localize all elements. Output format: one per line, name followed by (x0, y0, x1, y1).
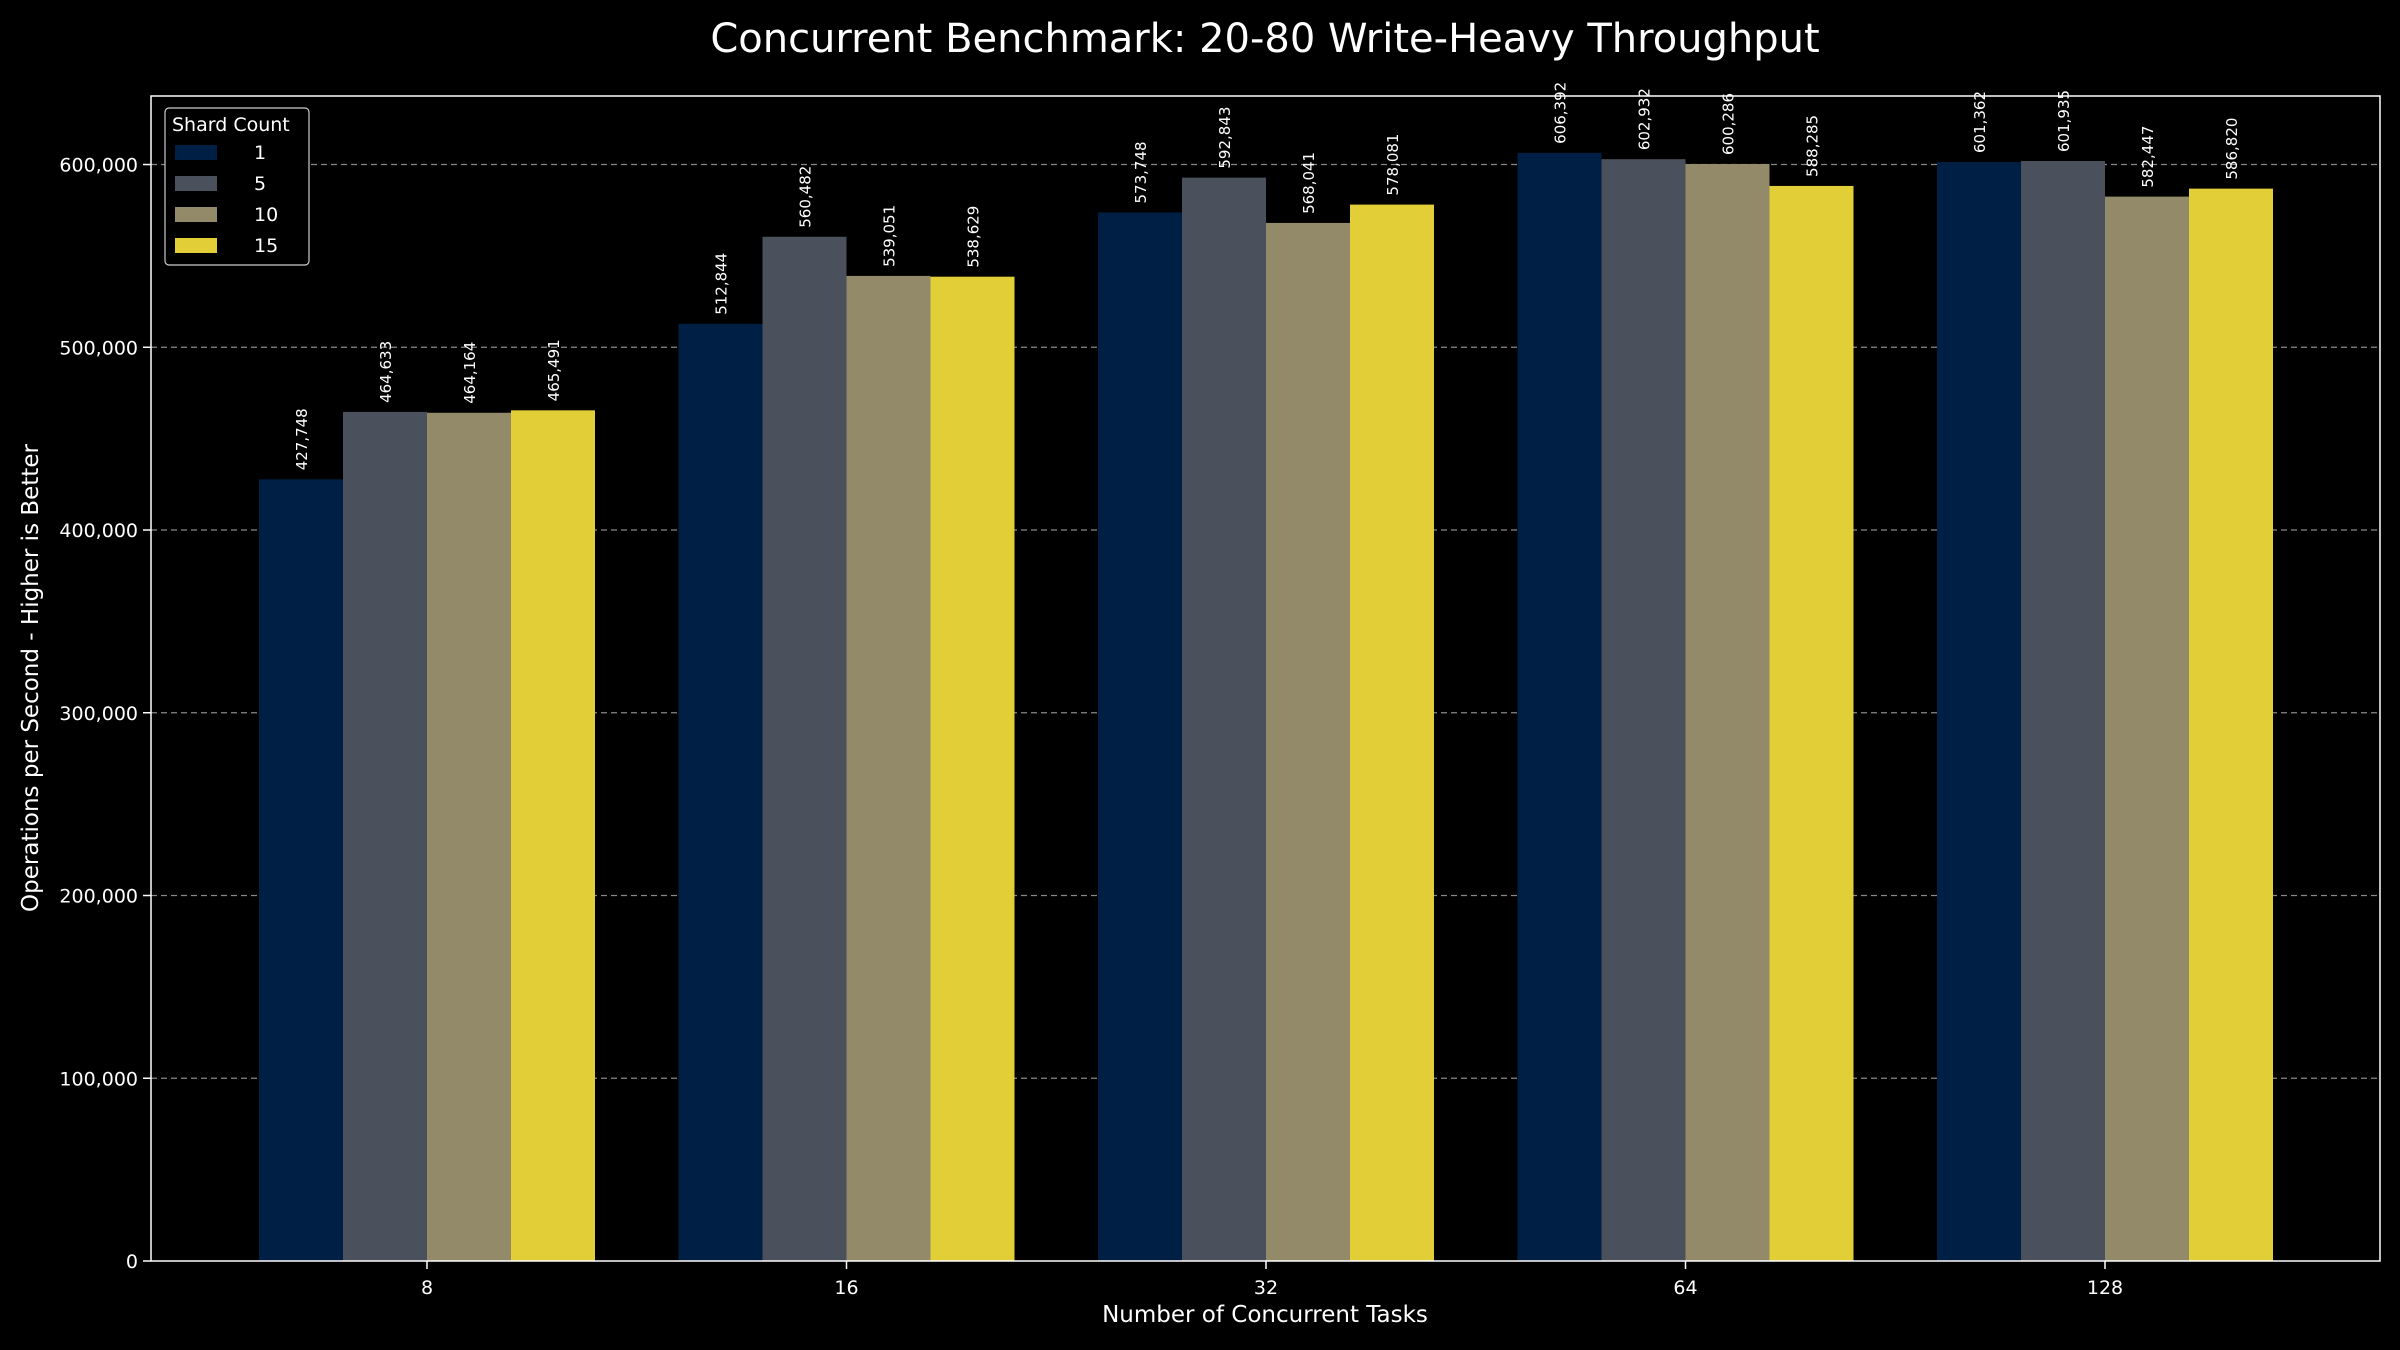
legend-entry: 5 (254, 173, 266, 195)
bar (846, 275, 931, 1261)
x-axis-label: Number of Concurrent Tasks (1102, 1302, 1428, 1328)
legend-title: Shard Count (172, 114, 290, 136)
bar (427, 412, 511, 1261)
data-label: 606,392 (1552, 82, 1570, 144)
x-axis: 8 16 32 64 128 (421, 1261, 2123, 1299)
x-tick-label: 16 (834, 1277, 858, 1299)
legend-swatch (175, 176, 217, 191)
chart-title: Concurrent Benchmark: 20-80 Write-Heavy … (710, 16, 1819, 62)
data-label: 600,286 (1720, 93, 1738, 155)
bar (1685, 164, 1770, 1262)
bar (1266, 222, 1350, 1262)
data-label: 573,748 (1132, 141, 1150, 203)
bar (678, 323, 763, 1261)
bar (1517, 152, 1602, 1261)
y-axis-label: Operations per Second - Higher is Better (18, 444, 44, 912)
data-label: 538,629 (965, 206, 983, 268)
y-tick-label: 500,000 (59, 337, 138, 359)
y-tick-label: 600,000 (59, 155, 138, 177)
data-label: 582,447 (2139, 126, 2157, 188)
data-label: 588,285 (1804, 115, 1822, 177)
data-label: 568,041 (1300, 152, 1318, 214)
bar (1937, 162, 2021, 1262)
legend-entry: 15 (254, 235, 278, 257)
y-axis: 0 100,000 200,000 300,000 400,000 500,000 600,… (59, 155, 151, 1273)
y-tick-label: 200,000 (59, 886, 138, 908)
bars (259, 152, 2273, 1262)
data-label: 427,748 (293, 408, 311, 470)
data-label: 586,820 (2223, 118, 2241, 180)
bar (762, 236, 847, 1262)
y-tick-label: 0 (126, 1251, 138, 1273)
data-label: 465,491 (545, 339, 563, 401)
legend-entry: 10 (254, 204, 278, 226)
data-label: 512,844 (713, 253, 731, 315)
bar (511, 410, 595, 1261)
bar (1098, 212, 1182, 1261)
bar (259, 479, 343, 1261)
legend-swatch (175, 145, 217, 160)
x-tick-label: 32 (1254, 1277, 1278, 1299)
y-tick-label: 400,000 (59, 520, 138, 542)
bar (930, 276, 1015, 1262)
data-label: 592,843 (1216, 107, 1234, 169)
data-label: 539,051 (881, 205, 899, 267)
bar (343, 411, 427, 1261)
bar (1350, 204, 1434, 1261)
legend-swatch (175, 207, 217, 222)
bar (1182, 177, 1266, 1261)
x-tick-label: 64 (1673, 1277, 1697, 1299)
data-labels: 427,748 464,633 464,164 465,491 512,844 560,4… (293, 82, 2241, 470)
x-tick-label: 128 (2087, 1277, 2123, 1299)
y-tick-label: 100,000 (59, 1068, 138, 1090)
bar (2105, 196, 2189, 1261)
legend-entry: 1 (254, 142, 266, 164)
data-label: 560,482 (797, 166, 815, 228)
x-tick-label: 8 (421, 1277, 433, 1299)
bar (2189, 188, 2273, 1261)
data-label: 601,362 (1971, 91, 1989, 153)
bar (1601, 159, 1686, 1261)
bar (2021, 160, 2105, 1262)
data-label: 464,633 (377, 341, 395, 403)
legend-swatch (175, 238, 217, 253)
data-label: 464,164 (461, 342, 479, 404)
data-label: 578,081 (1384, 134, 1402, 196)
data-label: 601,935 (2055, 90, 2073, 152)
y-tick-label: 300,000 (59, 703, 138, 725)
data-label: 602,932 (1636, 88, 1654, 150)
bar (1769, 185, 1854, 1262)
